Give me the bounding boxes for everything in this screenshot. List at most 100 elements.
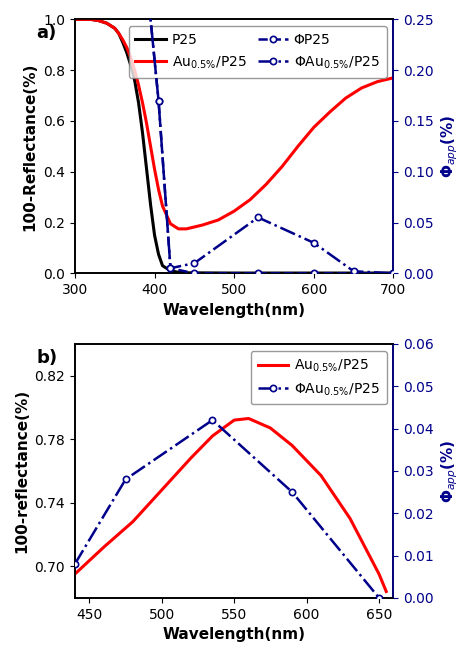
Y-axis label: Φ$_{app}$(%): Φ$_{app}$(%) [439,439,460,502]
Au$_{0.5\%}$/P25 [327,108,333,116]
Au$_{0.5\%}$/P25 [347,514,353,522]
Au$_{0.5\%}$/P25 [210,432,215,440]
P25 [152,232,157,239]
ΦAu$_{0.5\%}$/P25 [391,270,396,277]
Au$_{0.5\%}$/P25 [130,518,136,525]
Legend: Au$_{0.5\%}$/P25, ΦAu$_{0.5\%}$/P25: Au$_{0.5\%}$/P25, ΦAu$_{0.5\%}$/P25 [251,351,386,405]
Au$_{0.5\%}$/P25 [376,570,382,578]
Au$_{0.5\%}$/P25 [391,74,396,82]
Au$_{0.5\%}$/P25 [132,66,137,74]
Line: Au$_{0.5\%}$/P25: Au$_{0.5\%}$/P25 [75,20,393,229]
P25 [112,24,118,32]
Au$_{0.5\%}$/P25 [144,119,149,127]
ΦP25 [311,270,317,277]
ΦP25 [155,96,161,104]
P25 [80,16,86,24]
Au$_{0.5\%}$/P25 [375,77,381,85]
Au$_{0.5\%}$/P25 [101,543,107,551]
Au$_{0.5\%}$/P25 [359,84,365,92]
P25 [311,269,317,277]
X-axis label: Wavelength(nm): Wavelength(nm) [163,302,306,318]
P25 [160,262,165,270]
Au$_{0.5\%}$/P25 [279,163,285,171]
ΦP25 [391,270,396,277]
Au$_{0.5\%}$/P25 [188,454,193,462]
Au$_{0.5\%}$/P25 [124,43,129,51]
ΦP25 [191,270,197,277]
P25 [155,251,161,258]
ΦAu$_{0.5\%}$/P25 [289,488,295,496]
ΦAu$_{0.5\%}$/P25 [168,264,173,272]
Au$_{0.5\%}$/P25 [246,415,252,422]
P25 [168,267,173,275]
Au$_{0.5\%}$/P25 [159,486,164,494]
Au$_{0.5\%}$/P25 [116,30,121,37]
Au$_{0.5\%}$/P25 [160,202,165,210]
ΦP25 [168,264,173,272]
Au$_{0.5\%}$/P25 [183,225,189,233]
Y-axis label: Φ$_{app}$(%): Φ$_{app}$(%) [439,115,460,178]
Au$_{0.5\%}$/P25 [72,16,78,24]
Au$_{0.5\%}$/P25 [231,207,237,215]
Au$_{0.5\%}$/P25 [136,81,141,89]
Line: Au$_{0.5\%}$/P25: Au$_{0.5\%}$/P25 [75,419,386,592]
ΦAu$_{0.5\%}$/P25 [351,268,356,276]
Au$_{0.5\%}$/P25 [155,186,161,194]
P25 [175,268,181,276]
Au$_{0.5\%}$/P25 [318,472,324,480]
Au$_{0.5\%}$/P25 [112,24,118,32]
Au$_{0.5\%}$/P25 [343,94,348,102]
P25 [183,269,189,277]
Au$_{0.5\%}$/P25 [80,16,86,24]
P25 [88,16,94,24]
P25 [120,38,126,46]
Line: ΦAu$_{0.5\%}$/P25: ΦAu$_{0.5\%}$/P25 [111,0,397,276]
P25 [231,269,237,277]
Au$_{0.5\%}$/P25 [215,216,221,224]
Text: b): b) [36,349,58,367]
Line: ΦAu$_{0.5\%}$/P25: ΦAu$_{0.5\%}$/P25 [72,417,382,601]
Au$_{0.5\%}$/P25 [148,142,154,150]
Au$_{0.5\%}$/P25 [175,225,181,233]
Au$_{0.5\%}$/P25 [88,16,94,24]
X-axis label: Wavelength(nm): Wavelength(nm) [163,627,306,642]
Au$_{0.5\%}$/P25 [120,36,126,44]
ΦP25 [255,270,261,277]
Au$_{0.5\%}$/P25 [247,195,253,203]
Au$_{0.5\%}$/P25 [311,123,317,131]
Au$_{0.5\%}$/P25 [72,570,78,578]
Y-axis label: 100-Reflectance(%): 100-Reflectance(%) [23,62,37,230]
Au$_{0.5\%}$/P25 [140,99,146,107]
ΦP25 [351,270,356,277]
Line: P25: P25 [75,20,393,273]
ΦAu$_{0.5\%}$/P25 [123,476,128,483]
ΦAu$_{0.5\%}$/P25 [191,259,197,267]
ΦAu$_{0.5\%}$/P25 [376,594,382,602]
P25 [72,16,78,24]
P25 [132,76,137,84]
P25 [96,16,101,24]
Au$_{0.5\%}$/P25 [152,165,157,173]
Au$_{0.5\%}$/P25 [289,441,295,449]
Line: ΦP25: ΦP25 [111,0,397,276]
Y-axis label: 100-reflectance(%): 100-reflectance(%) [14,389,29,553]
ΦAu$_{0.5\%}$/P25 [255,213,261,221]
P25 [116,30,121,37]
P25 [144,165,149,173]
P25 [128,61,134,69]
Au$_{0.5\%}$/P25 [104,19,109,27]
ΦAu$_{0.5\%}$/P25 [72,560,78,568]
Au$_{0.5\%}$/P25 [263,180,269,188]
Au$_{0.5\%}$/P25 [200,221,205,229]
ΦAu$_{0.5\%}$/P25 [210,416,215,424]
Au$_{0.5\%}$/P25 [383,588,389,596]
P25 [391,269,396,277]
P25 [140,130,146,138]
Au$_{0.5\%}$/P25 [96,16,101,24]
P25 [148,201,154,209]
Au$_{0.5\%}$/P25 [267,424,273,432]
ΦAu$_{0.5\%}$/P25 [155,96,161,104]
ΦAu$_{0.5\%}$/P25 [311,239,317,247]
Au$_{0.5\%}$/P25 [295,142,301,150]
Legend: P25, Au$_{0.5\%}$/P25, ΦP25, ΦAu$_{0.5\%}$/P25: P25, Au$_{0.5\%}$/P25, ΦP25, ΦAu$_{0.5\%… [128,26,386,77]
